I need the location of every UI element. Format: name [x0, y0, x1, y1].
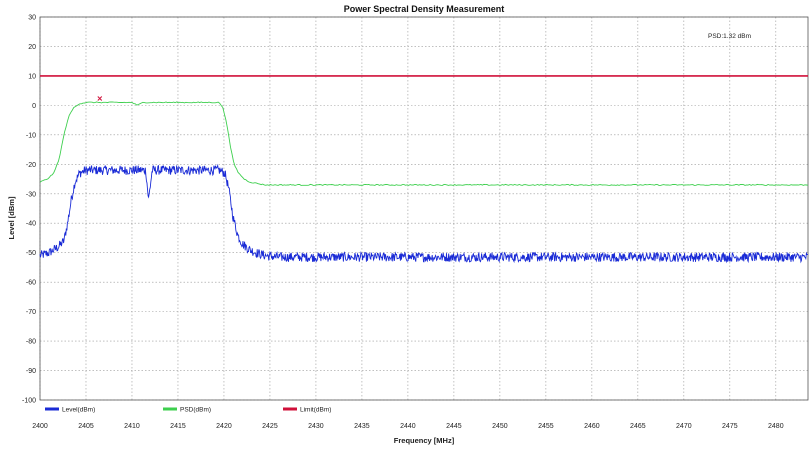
x-tick-label: 2400 [32, 423, 48, 430]
x-tick-label: 2445 [446, 423, 462, 430]
x-tick-label: 2465 [630, 423, 646, 430]
legend-label: Limit(dBm) [300, 406, 331, 413]
chart-title: Power Spectral Density Measurement [344, 4, 505, 14]
series-layer [39, 75, 809, 264]
y-axis-title: Level [dBm] [7, 196, 16, 239]
psd-annotation: PSD:1.32 dBm [708, 33, 751, 40]
x-tick-label: 2470 [676, 423, 692, 430]
psd-peak-marker [97, 96, 103, 101]
plot-frame [39, 16, 809, 401]
series-line-psddbm [39, 101, 809, 186]
marker-layer [97, 96, 103, 101]
x-tick-label: 2430 [308, 423, 324, 430]
x-tick-label: 2475 [722, 423, 738, 430]
y-tick-label: -90 [26, 368, 36, 375]
x-tick-label: 2415 [170, 423, 186, 430]
series-line-leveldbm [39, 163, 809, 264]
y-tick-label: -20 [26, 162, 36, 169]
y-tick-labels: 30 20 10 0 -10 -20 -30 -40 -50 -60 -70 -80 -90 -100 [22, 15, 36, 405]
y-tick-label: 30 [28, 15, 36, 22]
y-tick-label: 20 [28, 44, 36, 51]
legend-label: Level(dBm) [62, 406, 95, 413]
x-tick-labels: 2400 2405 2410 2415 2420 2425 2430 2435 2440 2445… [32, 423, 783, 430]
x-tick-label: 2435 [354, 423, 370, 430]
x-axis-title: Frequency [MHz] [394, 436, 455, 445]
x-tick-label: 2425 [262, 423, 278, 430]
y-tick-label: -30 [26, 191, 36, 198]
y-tick-label: -100 [22, 398, 36, 405]
y-tick-label: -50 [26, 250, 36, 257]
y-tick-label: 0 [32, 103, 36, 110]
x-tick-label: 2460 [584, 423, 600, 430]
legend: Level(dBm) PSD(dBm) Limit(dBm) [45, 406, 331, 413]
y-tick-label: -40 [26, 221, 36, 228]
y-tick-label: -60 [26, 280, 36, 287]
x-tick-label: 2405 [78, 423, 94, 430]
x-tick-label: 2450 [492, 423, 508, 430]
y-tick-label: -10 [26, 132, 36, 139]
legend-label: PSD(dBm) [180, 406, 211, 413]
x-tick-label: 2410 [124, 423, 140, 430]
x-tick-label: 2420 [216, 423, 232, 430]
grid-layer [39, 16, 808, 401]
x-tick-label: 2480 [768, 423, 784, 430]
x-tick-label: 2455 [538, 423, 554, 430]
x-tick-label: 2440 [400, 423, 416, 430]
y-tick-label: -80 [26, 339, 36, 346]
y-tick-label: 10 [28, 73, 36, 80]
y-tick-label: -70 [26, 309, 36, 316]
